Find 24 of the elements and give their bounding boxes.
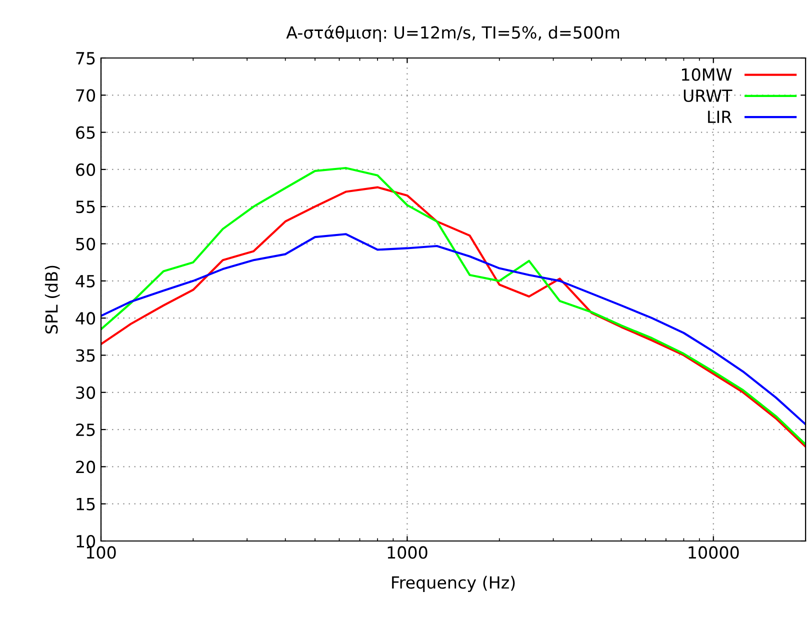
- x-axis-title: Frequency (Hz): [392, 576, 515, 592]
- y-tick-label: 35: [76, 349, 95, 362]
- chart-title: A-στάθμιση: U=12m/s, TI=5%, d=500m: [286, 25, 620, 42]
- y-tick-label: 45: [76, 275, 95, 288]
- x-tick-label: 100: [86, 546, 116, 559]
- y-tick-label: 30: [76, 386, 96, 399]
- y-tick-label: 20: [76, 460, 96, 474]
- legend-label: 10MW: [682, 68, 732, 81]
- y-axis-title: SPL (dB): [44, 266, 60, 334]
- y-tick-label: 70: [76, 89, 96, 102]
- y-tick-label: 25: [76, 424, 95, 436]
- y-tick-label: 65: [76, 126, 95, 139]
- y-tick-label: 55: [76, 200, 95, 214]
- y-tick-label: 75: [76, 52, 95, 65]
- y-tick-label: 10: [76, 534, 96, 548]
- line-series: [101, 233, 806, 426]
- y-tick-label: 15: [76, 498, 95, 510]
- legend-label: LIR: [708, 110, 732, 123]
- legend-label: URWT: [684, 90, 732, 102]
- y-tick-label: 50: [76, 238, 96, 250]
- y-tick-label: 60: [76, 163, 96, 176]
- x-tick-label: 1000: [388, 546, 428, 559]
- x-tick-label: 10000: [688, 546, 739, 559]
- y-tick-label: 40: [76, 312, 96, 325]
